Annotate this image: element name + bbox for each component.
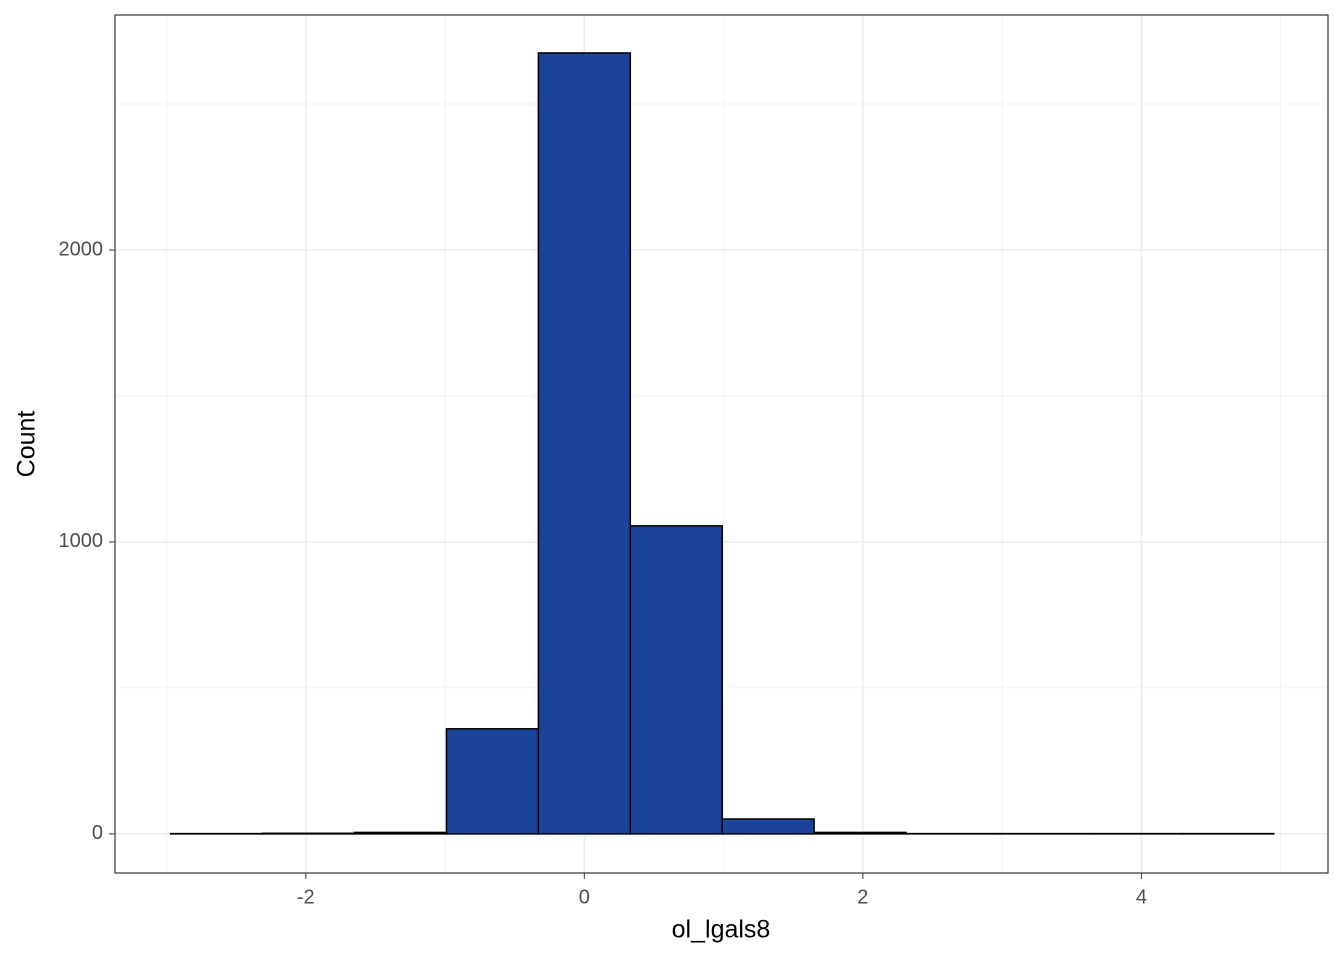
bar [445, 728, 540, 835]
x-tick-label: 0 [579, 886, 590, 908]
bar [629, 525, 723, 835]
y-axis-title: Count [13, 411, 41, 478]
plot-border [114, 14, 1329, 874]
bar [261, 832, 356, 835]
bar [353, 831, 448, 835]
bar [721, 818, 815, 835]
y-tick-label: 2000 [59, 238, 104, 260]
y-tick-label: 1000 [59, 530, 104, 552]
x-tick-label: -2 [297, 886, 315, 908]
bar [813, 831, 907, 835]
y-tick-label: 0 [92, 822, 103, 844]
x-tick-label: 4 [1136, 886, 1147, 908]
x-axis-title: ol_lgals8 [672, 916, 771, 944]
x-tick-label: 2 [857, 886, 868, 908]
bar [537, 52, 632, 835]
